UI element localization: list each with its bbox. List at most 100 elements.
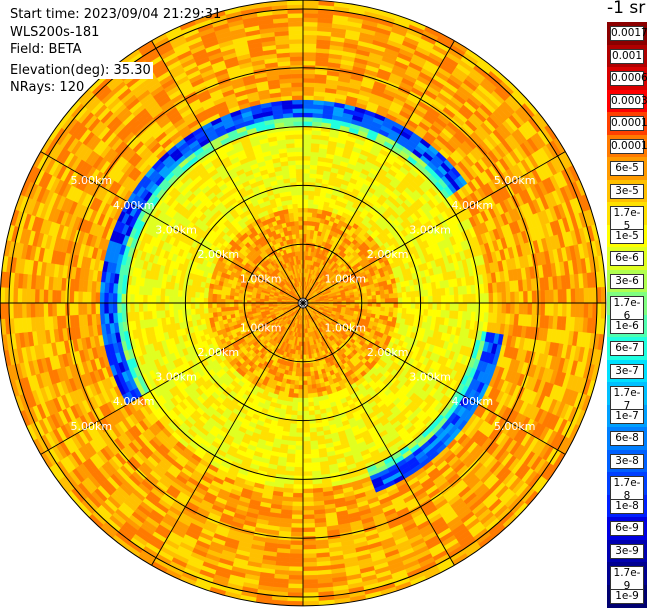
data-cell <box>424 303 428 310</box>
data-cell <box>294 471 303 476</box>
data-cell <box>303 394 308 398</box>
data-cell <box>394 303 398 308</box>
data-cell <box>296 424 303 428</box>
data-cell <box>372 299 376 303</box>
data-cell <box>415 303 419 309</box>
data-cell <box>309 415 315 420</box>
data-cell <box>303 178 310 182</box>
data-cell <box>445 310 450 318</box>
data-cell <box>295 459 303 464</box>
data-cell <box>376 291 381 295</box>
data-cell <box>303 212 308 216</box>
data-cell <box>290 549 303 554</box>
data-cell <box>411 291 416 297</box>
data-cell <box>303 39 317 44</box>
data-cell <box>303 216 308 220</box>
data-cell <box>303 208 308 212</box>
data-cell <box>310 436 317 441</box>
data-cell <box>562 289 567 303</box>
data-cell <box>292 406 298 411</box>
data-cell <box>288 588 303 593</box>
data-cell <box>303 398 308 402</box>
data-cell <box>303 100 314 105</box>
data-cell <box>296 433 303 438</box>
data-cell <box>303 575 317 580</box>
data-cell <box>291 523 303 528</box>
data-cell <box>463 303 468 312</box>
data-cell <box>562 303 567 317</box>
data-cell <box>303 117 313 122</box>
data-cell <box>450 303 455 311</box>
data-cell <box>291 528 303 533</box>
data-cell <box>436 289 441 296</box>
data-cell <box>297 415 303 419</box>
data-cell <box>575 303 580 317</box>
data-cell <box>310 441 318 446</box>
data-cell <box>303 549 316 554</box>
data-cell <box>459 295 464 303</box>
data-cell <box>308 199 314 204</box>
data-cell <box>310 428 317 433</box>
data-cell <box>288 445 296 450</box>
data-cell <box>292 510 303 515</box>
data-cell <box>303 30 317 35</box>
data-cell <box>380 307 385 312</box>
data-cell <box>303 411 309 415</box>
data-cell <box>407 297 411 303</box>
data-cell <box>303 567 317 572</box>
data-cell <box>291 532 303 537</box>
data-cell <box>303 238 306 242</box>
data-cell <box>303 389 308 393</box>
data-cell <box>441 288 446 296</box>
data-cell <box>303 225 307 229</box>
data-cell <box>303 441 310 446</box>
data-cell <box>289 432 296 437</box>
data-cell <box>376 307 381 311</box>
data-cell <box>372 295 377 299</box>
data-cell <box>298 389 303 393</box>
data-cell <box>493 293 498 303</box>
data-cell <box>303 221 307 225</box>
data-cell <box>423 290 428 297</box>
data-cell <box>567 289 572 303</box>
data-cell <box>384 289 389 294</box>
data-cell <box>367 292 372 296</box>
data-cell <box>296 437 303 442</box>
data-cell <box>303 562 317 567</box>
data-cell <box>372 307 377 311</box>
data-cell <box>303 437 310 442</box>
data-cell <box>293 497 303 502</box>
data-cell <box>433 296 438 303</box>
data-cell <box>549 290 554 303</box>
data-cell <box>292 506 303 511</box>
data-cell <box>502 303 507 314</box>
data-cell <box>303 134 312 139</box>
data-cell <box>303 130 312 135</box>
data-cell <box>303 584 318 589</box>
data-cell <box>303 87 314 92</box>
data-cell <box>307 376 311 381</box>
data-cell <box>515 292 520 303</box>
data-cell <box>303 195 309 199</box>
data-cell <box>303 415 309 419</box>
data-cell <box>588 288 593 303</box>
data-cell <box>289 388 294 393</box>
data-cell <box>309 191 315 196</box>
data-cell <box>298 394 303 398</box>
data-cell <box>363 300 367 303</box>
data-cell <box>415 309 420 315</box>
data-cell <box>303 463 312 468</box>
data-cell <box>402 292 407 298</box>
data-cell <box>411 303 415 309</box>
data-cell <box>303 95 314 100</box>
data-cell <box>449 287 454 295</box>
data-cell <box>310 367 314 372</box>
data-cell <box>310 432 317 437</box>
data-cell <box>437 296 442 303</box>
data-cell <box>506 292 511 303</box>
data-cell <box>295 372 299 377</box>
data-cell <box>306 355 309 360</box>
data-cell <box>510 292 515 303</box>
data-cell <box>523 303 528 315</box>
data-cell <box>310 160 318 165</box>
